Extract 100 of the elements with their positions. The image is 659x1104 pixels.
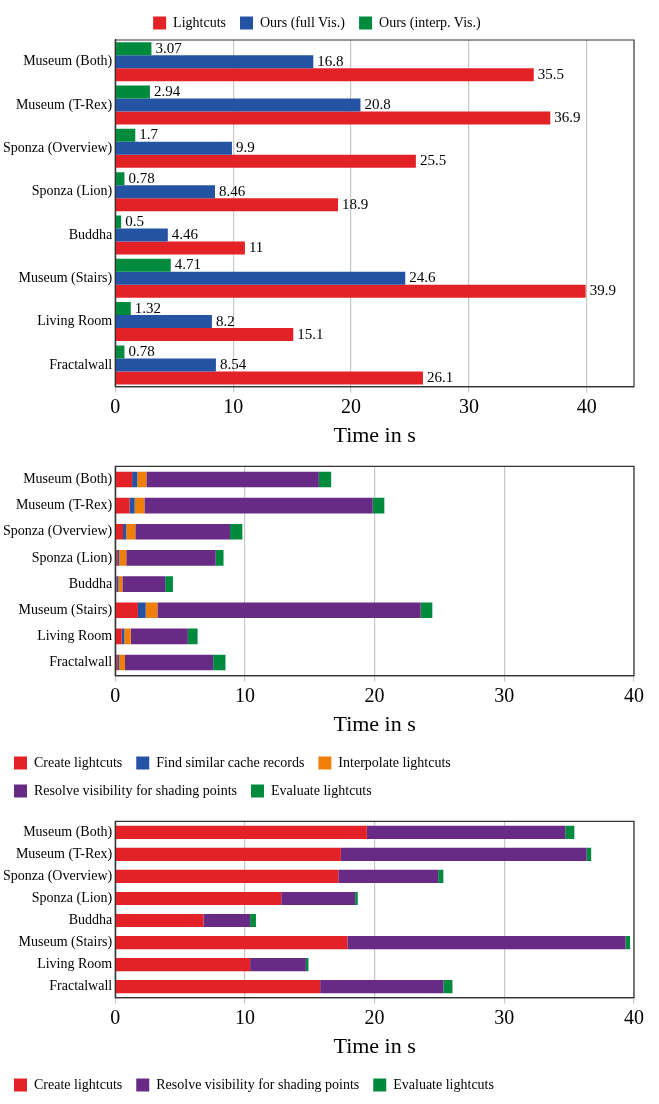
x-tick-label: 10: [234, 1005, 255, 1028]
bar: [144, 497, 373, 514]
y-tick-label: Museum (Stairs): [18, 934, 113, 951]
x-tick-label: 0: [110, 394, 121, 417]
legend-label: Lightcuts: [173, 14, 226, 30]
x-tick-label: 10: [234, 683, 255, 706]
bar: [146, 471, 319, 488]
x-tick-label: 40: [624, 1005, 644, 1028]
bar: [250, 913, 256, 928]
data-label: 8.54: [219, 355, 247, 372]
bar: [123, 523, 127, 540]
bar: [366, 825, 566, 840]
y-tick-label: Sponza (Overview): [2, 523, 113, 540]
x-axis-title: Time in s: [333, 421, 416, 447]
bar: [165, 576, 173, 592]
legend-label: Create lightcuts: [34, 1076, 123, 1092]
y-tick-label: Sponza (Lion): [31, 890, 113, 907]
bar: [340, 847, 587, 862]
y-tick-label: Fractalwall: [49, 654, 113, 670]
y-tick-label: Fractalwall: [49, 978, 113, 994]
bar: [115, 68, 534, 82]
bar: [145, 602, 158, 619]
bar: [115, 957, 251, 972]
legend-label: Evaluate lightcuts: [270, 782, 372, 798]
data-label: 2.94: [153, 82, 181, 99]
y-tick-label: Sponza (Lion): [31, 183, 113, 200]
bar: [130, 628, 188, 645]
x-tick-label: 40: [576, 394, 597, 417]
bar: [129, 497, 135, 514]
x-tick-label: 20: [364, 683, 385, 706]
bar: [318, 471, 332, 488]
data-label: 36.9: [554, 108, 581, 125]
bar: [438, 869, 444, 884]
y-tick-label: Museum (T-Rex): [15, 497, 113, 514]
bar: [187, 628, 198, 645]
x-tick-label: 0: [110, 683, 121, 706]
bar: [115, 869, 339, 884]
bar: [115, 215, 122, 229]
bar: [115, 345, 125, 359]
bar: [115, 241, 245, 255]
bar: [115, 302, 131, 316]
bar: [115, 172, 125, 186]
data-label: 4.71: [174, 256, 202, 273]
bar: [115, 185, 215, 199]
data-label: 0.5: [125, 212, 144, 229]
bar: [115, 935, 348, 950]
bar: [115, 523, 124, 540]
x-axis-title: Time in s: [333, 710, 416, 736]
y-tick-label: Sponza (Overview): [2, 139, 113, 156]
bar: [115, 284, 586, 298]
y-tick-label: Museum (T-Rex): [15, 96, 113, 113]
bar: [338, 869, 439, 884]
bar: [126, 523, 136, 540]
legend-label: Ours (full Vis.): [259, 14, 346, 31]
y-tick-label: Museum (T-Rex): [15, 846, 113, 863]
bar: [115, 825, 367, 840]
bar: [281, 891, 356, 906]
data-label: 8.46: [218, 182, 246, 199]
bar: [115, 328, 294, 342]
data-label: 1.32: [134, 299, 162, 316]
y-tick-label: Museum (Both): [23, 471, 113, 488]
data-label: 0.78: [128, 342, 155, 359]
bar: [250, 957, 306, 972]
bar: [115, 258, 171, 272]
bar: [115, 315, 212, 329]
bar: [115, 628, 122, 645]
bar: [115, 228, 168, 242]
x-tick-label: 10: [223, 394, 244, 417]
bar: [420, 602, 433, 619]
x-tick-label: 40: [624, 683, 644, 706]
x-tick-label: 20: [364, 1005, 385, 1028]
bar: [115, 55, 314, 69]
data-label: 4.46: [171, 225, 199, 242]
y-tick-label: Sponza (Overview): [2, 868, 113, 885]
bar: [115, 42, 152, 56]
bar: [115, 471, 133, 488]
data-label: 20.8: [364, 95, 391, 112]
bar: [132, 471, 138, 488]
bar: [443, 979, 453, 994]
data-label: 24.6: [409, 269, 437, 286]
bar: [115, 891, 282, 906]
bar: [115, 602, 138, 619]
bar: [122, 576, 166, 592]
legend-label: Resolve visibility for shading points: [34, 782, 237, 798]
bar: [115, 847, 341, 862]
bar: [135, 523, 231, 540]
bar: [115, 128, 136, 142]
bar: [213, 654, 226, 671]
y-tick-label: Living Room: [37, 628, 113, 644]
data-label: 15.1: [297, 325, 324, 342]
x-tick-label: 20: [341, 394, 362, 417]
bar: [115, 98, 361, 112]
x-tick-label: 30: [494, 1005, 515, 1028]
y-tick-label: Museum (Both): [23, 824, 113, 841]
data-label: 0.78: [128, 169, 155, 186]
bar: [119, 550, 127, 566]
bar: [115, 198, 339, 212]
legend-label: Find similar cache records: [156, 754, 305, 770]
x-tick-label: 0: [110, 1005, 121, 1028]
y-tick-label: Museum (Both): [23, 53, 113, 70]
